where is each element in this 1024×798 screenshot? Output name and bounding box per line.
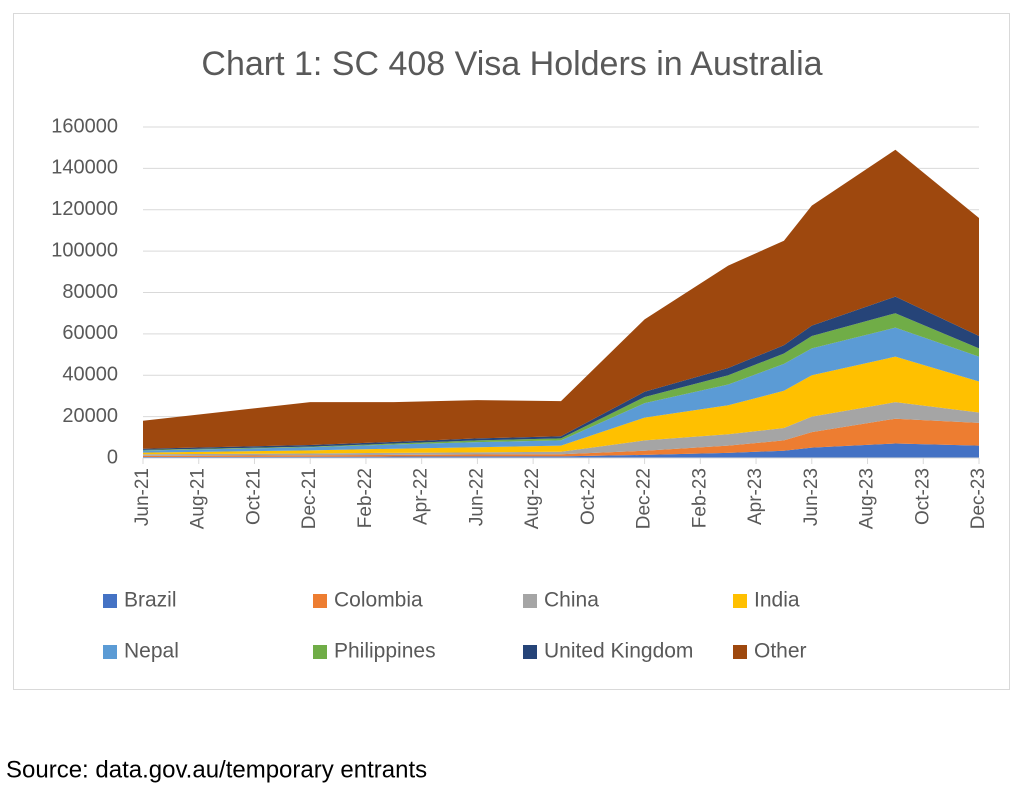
legend-swatch [733,645,747,659]
y-tick-label: 100000 [51,239,118,261]
x-tick-label: Aug-22 [522,468,543,529]
x-tick-label: Apr-23 [745,468,766,525]
x-tick-label: Oct-21 [243,468,264,525]
y-tick-label: 80000 [62,281,118,303]
legend-label: Nepal [124,640,179,663]
area [143,296,979,450]
source-note: Source: data.gov.au/temporary entrants [6,756,427,783]
chart-title: Chart 1: SC 408 Visa Holders in Australi… [201,45,822,83]
y-tick-label: 120000 [51,198,118,220]
area [143,356,979,455]
y-tick-label: 60000 [62,322,118,344]
legend-label: Philippines [334,640,436,663]
area [143,327,979,453]
area [143,149,979,449]
y-tick-label: 0 [107,446,118,468]
area [143,402,979,456]
legend-swatch [103,645,117,659]
legend-label: China [544,589,599,612]
y-tick-label: 140000 [51,157,118,179]
legend-swatch [313,645,327,659]
legend-label: Colombia [334,589,423,612]
x-tick-label: Dec-21 [299,468,320,529]
legend-swatch [523,594,537,608]
legend-label: India [754,589,800,612]
x-tick-label: Oct-23 [912,468,933,525]
x-tick-label: Feb-23 [689,468,710,528]
legend-swatch [313,594,327,608]
legend-swatch [103,594,117,608]
area [143,443,979,458]
x-tick-label: Feb-22 [355,468,376,528]
x-tick-label: Dec-22 [634,468,655,529]
legend-label: United Kingdom [544,640,693,663]
legend-swatch [523,645,537,659]
x-tick-label: Apr-22 [411,468,432,525]
legend-label: Brazil [124,589,177,612]
area [143,313,979,451]
legend-label: Other [754,640,807,663]
y-tick-label: 20000 [62,405,118,427]
x-tick-label: Aug-23 [857,468,878,529]
x-tick-label: Jun-21 [132,468,153,526]
y-tick-label: 40000 [62,364,118,386]
x-tick-label: Aug-21 [188,468,209,529]
x-tick-label: Jun-23 [801,468,822,526]
area [143,418,979,457]
legend-swatch [733,594,747,608]
x-tick-label: Jun-22 [466,468,487,526]
y-tick-label: 160000 [51,115,118,137]
x-tick-label: Dec-23 [968,468,989,529]
x-tick-label: Oct-22 [578,468,599,525]
